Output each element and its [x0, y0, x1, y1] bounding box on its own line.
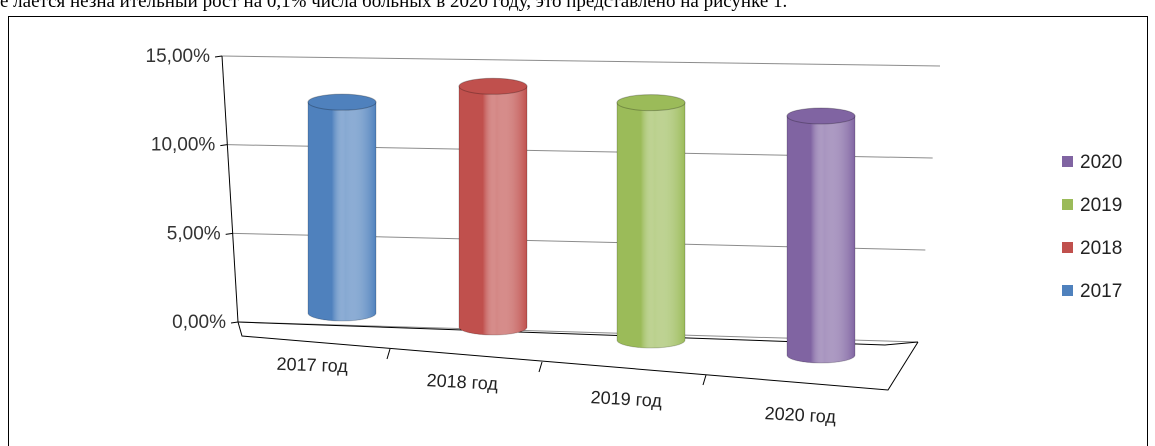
legend-swatch-2019	[1062, 199, 1073, 210]
legend-swatch-2017	[1062, 285, 1073, 296]
legend-layer: 2020 2019 2018 2017	[1062, 152, 1122, 302]
y-axis-line	[221, 55, 239, 323]
legend-label-2018: 2018	[1080, 238, 1122, 259]
bar-2017	[307, 93, 377, 322]
bar-2018	[458, 77, 528, 336]
bar-top	[458, 77, 528, 95]
axis-layer	[214, 55, 919, 391]
y-tick-label: 0,00%	[172, 312, 226, 333]
bar-top	[616, 94, 686, 112]
y-tick-label: 5,00%	[167, 223, 221, 244]
floor-front-edge	[237, 321, 919, 391]
x-category-label: 2019 год	[590, 387, 663, 411]
x-category-label: 2017 год	[276, 354, 348, 376]
x-tick-mark	[702, 374, 707, 386]
legend-swatch-2018	[1062, 242, 1073, 253]
labels-layer: 0,00% 5,00% 10,00% 15,00% 2017 год 2018 год 20…	[146, 46, 837, 427]
x-category-label: 2018 год	[426, 370, 499, 394]
y-tick-label: 15,00%	[146, 46, 211, 67]
y-tick-mark	[230, 321, 239, 324]
bar-top	[786, 107, 856, 125]
legend-label-2019: 2019	[1080, 195, 1122, 216]
floor-back-edge	[237, 321, 919, 346]
y-tick-mark	[225, 232, 233, 235]
y-tick-label: 10,00%	[151, 135, 216, 156]
bar-top	[307, 93, 377, 111]
legend-label-2017: 2017	[1080, 281, 1122, 302]
bar-2019	[616, 94, 686, 349]
y-tick-mark	[214, 55, 223, 58]
x-category-label: 2020 год	[764, 403, 837, 427]
x-tick-mark	[538, 361, 543, 373]
x-tick-mark	[386, 348, 391, 360]
bars-layer	[307, 77, 856, 364]
gridline	[221, 55, 941, 67]
bar-2020	[786, 107, 856, 364]
legend-label-2020: 2020	[1080, 152, 1122, 173]
chart-frame	[8, 16, 1148, 446]
y-tick-mark	[220, 144, 228, 147]
legend-swatch-2020	[1062, 156, 1073, 167]
figure-caption-text: е лается незна ительный рост на 0,1% чис…	[0, 0, 788, 12]
cylinder-bar-chart: 0,00% 5,00% 10,00% 15,00% 2017 год 2018 год 20…	[146, 46, 1123, 427]
